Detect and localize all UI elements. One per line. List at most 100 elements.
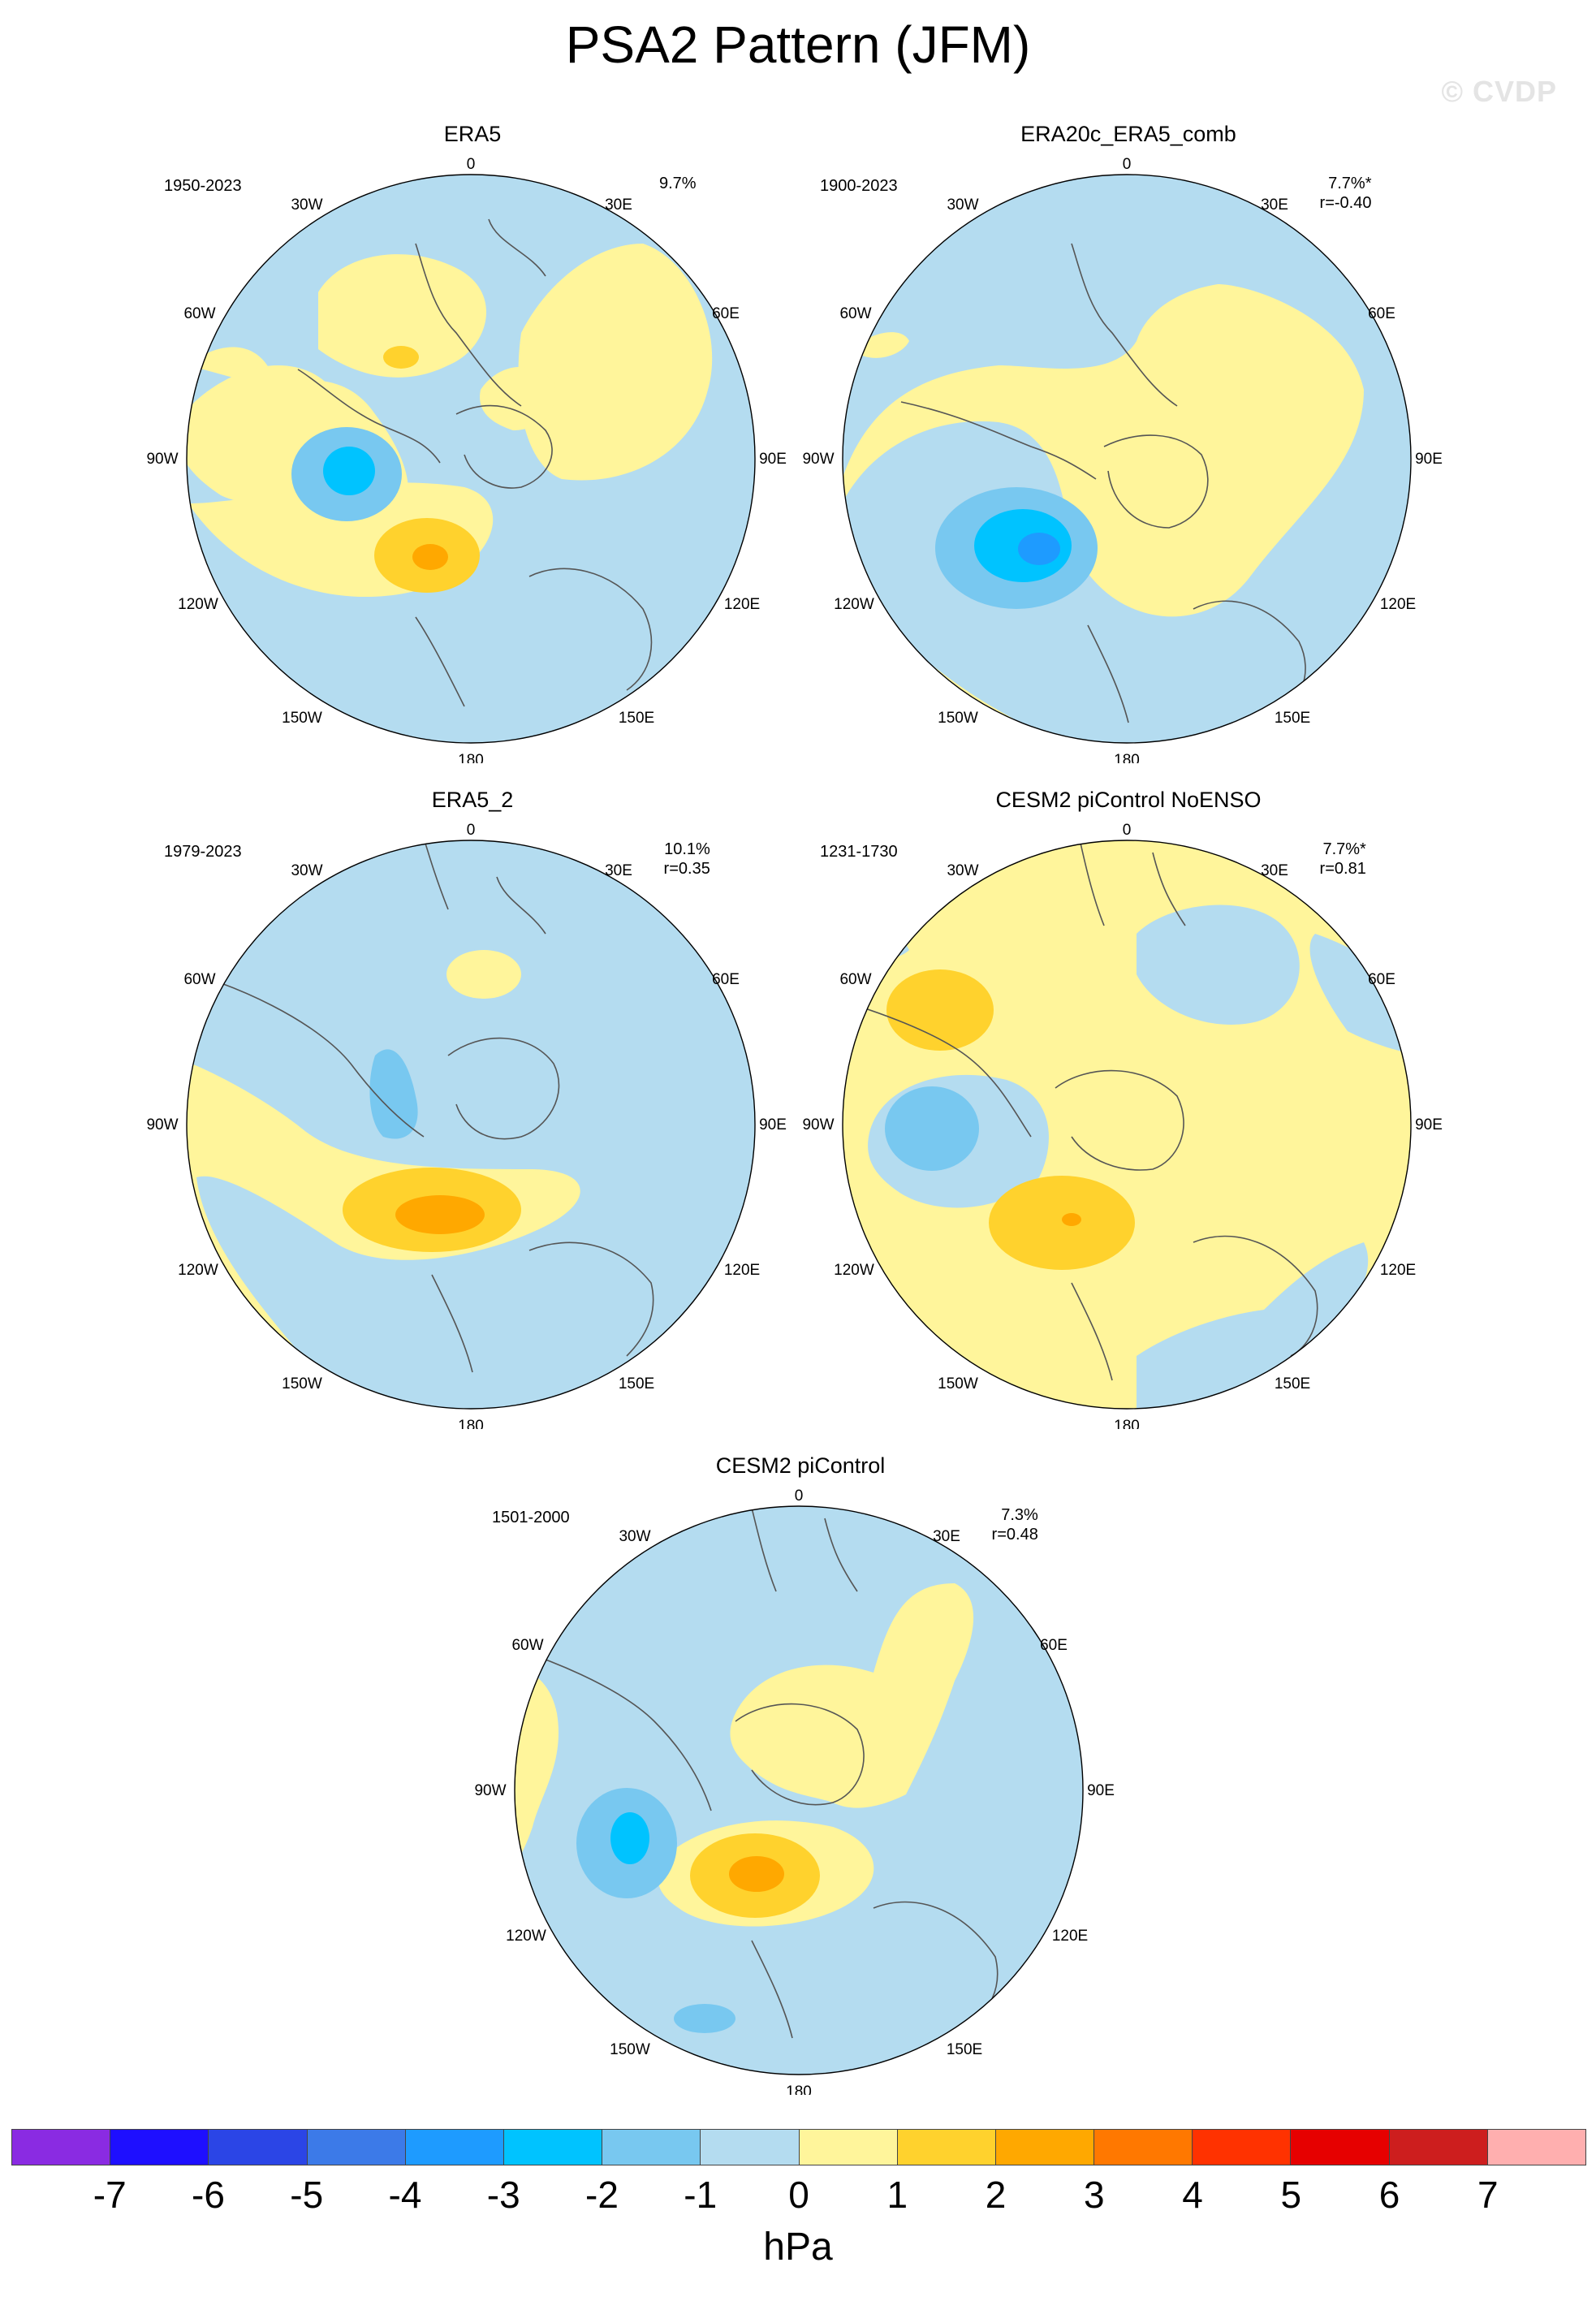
lon-label: 90W: [146, 451, 178, 468]
map-panel-era20c: ERA20c_ERA5_comb 1900-2023 7.7%* r=-0.40…: [796, 122, 1461, 763]
lon-label: 150E: [619, 1375, 654, 1392]
lon-label: 150W: [938, 1375, 978, 1392]
lon-label: 180: [786, 2083, 812, 2095]
map-panel-cesm-noenso: CESM2 piControl NoENSO 1231-1730 7.7%* r…: [796, 788, 1461, 1429]
positive-region-antarctic: [480, 366, 555, 430]
polar-map: 0 30E 60E 90E 120E 150E 180 150W 120W 90…: [802, 822, 1442, 1429]
colorbar-swatch: [405, 2130, 504, 2165]
colorbar-swatch: [1291, 2130, 1390, 2165]
colorbar-tick-label: 6: [1378, 2174, 1400, 2216]
watermark: © CVDP: [1441, 75, 1557, 108]
panel-years: 1979-2023: [164, 843, 242, 861]
lon-label: 120W: [834, 596, 874, 613]
panel-stats: 10.1% r=0.35: [663, 840, 710, 878]
lon-label: 0: [1123, 822, 1132, 839]
panel-stats: 7.7%* r=0.81: [1319, 840, 1366, 878]
lon-label: 30W: [947, 862, 978, 879]
panel-title: ERA5: [443, 122, 502, 146]
lon-label: 150E: [1275, 710, 1310, 727]
panel-years: 1900-2023: [820, 177, 898, 195]
lon-label: 120W: [178, 1262, 218, 1279]
colorbar: [11, 2129, 1586, 2165]
lon-label: 150W: [610, 2041, 650, 2058]
panel-years: 1501-2000: [492, 1509, 570, 1526]
lon-label: 120W: [178, 596, 218, 613]
positive-contour-north: [383, 346, 419, 369]
colorbar-tick-label: 2: [985, 2174, 1007, 2216]
lon-label: 90E: [759, 451, 787, 468]
colorbar-swatch: [1094, 2130, 1193, 2165]
lon-label: 60E: [712, 305, 740, 322]
lon-label: 90E: [1087, 1782, 1115, 1799]
map-panel-cesm: CESM2 piControl 1501-2000 7.3% r=0.48: [468, 1453, 1133, 2095]
lon-label: 150E: [619, 710, 654, 727]
panel-stats: 7.3% r=0.48: [991, 1506, 1038, 1544]
colorbar-units: hPa: [763, 2226, 833, 2269]
polar-map: 0 30E 60E 90E 120E 150E 180 150W 120W 90…: [802, 156, 1443, 763]
panel-title: CESM2 piControl NoENSO: [995, 788, 1262, 812]
colorbar-tick-label: -5: [290, 2174, 324, 2216]
colorbar-swatch: [110, 2130, 209, 2165]
lon-label: 180: [458, 752, 484, 763]
lon-label: 90W: [474, 1782, 506, 1799]
colorbar-swatch: [503, 2130, 603, 2165]
lon-label: 120E: [724, 596, 760, 613]
panel-years: 1231-1730: [820, 843, 898, 861]
colorbar-tick-label: -2: [585, 2174, 619, 2216]
lon-label: 90E: [1415, 451, 1443, 468]
polar-map: 0 30E 60E 90E 120E 150E 180 150W 120W 90…: [146, 156, 787, 763]
lon-label: 0: [1123, 156, 1132, 173]
lon-label: 150W: [282, 710, 322, 727]
lon-label: 120W: [506, 1928, 546, 1945]
lon-label: 150W: [938, 710, 978, 727]
figure-title: PSA2 Pattern (JFM): [565, 15, 1031, 74]
lon-label: 30E: [1261, 862, 1288, 879]
positive-region-east: [518, 244, 713, 481]
colorbar-swatch: [307, 2130, 406, 2165]
colorbar-tick-label: 0: [788, 2174, 809, 2216]
panel-stats: 9.7%: [659, 175, 697, 192]
lon-label: 60W: [839, 305, 871, 322]
lon-label: 90W: [146, 1116, 178, 1133]
positive-contour-3: [412, 544, 448, 570]
colorbar-tick-label: 1: [886, 2174, 908, 2216]
lon-label: 60W: [511, 1637, 543, 1654]
colorbar-swatch: [1193, 2130, 1292, 2165]
panel-title: ERA5_2: [431, 788, 514, 812]
lon-label: 90W: [802, 451, 834, 468]
lon-label: 180: [458, 1418, 484, 1429]
colorbar-tick-label: 4: [1182, 2174, 1203, 2216]
colorbar-tick-label: -6: [192, 2174, 225, 2216]
lon-label: 180: [1114, 1418, 1140, 1429]
lon-label: 60E: [1368, 305, 1395, 322]
lon-label: 120E: [724, 1262, 760, 1279]
lon-label: 30W: [619, 1528, 650, 1545]
lon-label: 120W: [834, 1262, 874, 1279]
lon-label: 150E: [947, 2041, 982, 2058]
colorbar-swatch: [799, 2130, 898, 2165]
lon-label: 90E: [759, 1116, 787, 1133]
lon-label: 120E: [1380, 1262, 1416, 1279]
lon-label: 60W: [839, 971, 871, 988]
lon-label: 0: [467, 156, 476, 173]
lon-label: 30E: [605, 862, 632, 879]
colorbar-swatch: [1487, 2130, 1585, 2165]
panel-years: 1950-2023: [164, 177, 242, 195]
positive-region-north: [318, 254, 487, 378]
colorbar-tick-label: 3: [1083, 2174, 1105, 2216]
lon-label: 0: [467, 822, 476, 839]
lon-label: 150W: [282, 1375, 322, 1392]
panel-title: CESM2 piControl: [715, 1453, 886, 1478]
lon-label: 180: [1114, 752, 1140, 763]
lon-label: 60E: [1368, 971, 1395, 988]
colorbar-swatch: [602, 2130, 701, 2165]
lon-label: 60E: [1040, 1637, 1068, 1654]
colorbar-swatch: [12, 2130, 111, 2165]
coastlines: [297, 218, 653, 707]
lon-label: 30E: [933, 1528, 960, 1545]
lon-label: 60W: [183, 305, 215, 322]
colorbar-swatch: [1389, 2130, 1488, 2165]
colorbar-ticks: -7 -6 -5 -4 -3 -2 -1 0 1 2 3 4 5 6 7: [11, 2173, 1586, 2216]
lon-label: 120E: [1052, 1928, 1088, 1945]
lon-label: 30W: [291, 862, 322, 879]
